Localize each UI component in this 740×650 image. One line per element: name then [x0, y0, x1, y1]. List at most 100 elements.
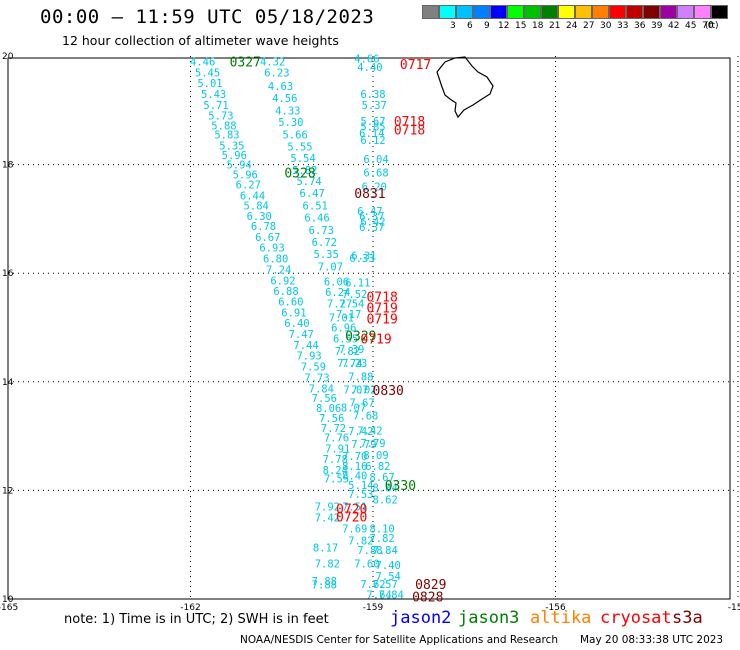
swh-value: 7.88 — [348, 371, 373, 383]
swh-value: 6.91 — [281, 307, 306, 319]
colorbar-swatch — [473, 5, 490, 19]
mission-jason2: jason2 — [390, 608, 452, 628]
colorbar-swatch — [677, 5, 694, 19]
colorbar-label: 9 — [484, 21, 490, 31]
y-tick-label: 10 — [2, 595, 14, 605]
colorbar-label: 21 — [549, 21, 561, 31]
colorbar-label: 18 — [532, 21, 544, 31]
map-title: 00:00 – 11:59 UTC 05/18/2023 — [40, 6, 375, 28]
pass-time-label: 0720 — [336, 510, 367, 525]
swh-value: 6.73 — [309, 225, 334, 237]
pass-time-label: 0719 — [366, 301, 397, 316]
swh-value: 8.67 — [369, 472, 394, 484]
swh-value: 7.82 — [348, 535, 373, 547]
swh-value: 7.82 — [315, 559, 340, 571]
swh-value: 7.42 — [357, 426, 382, 438]
swh-value: 6.14 — [359, 128, 384, 140]
swh-value: 7.39 — [339, 344, 364, 356]
swh-value: 7.69 — [342, 523, 367, 535]
pass-time-label: 0719 — [366, 312, 397, 327]
swh-value: 4.56 — [272, 93, 297, 105]
swh-value: 8.16 — [342, 461, 367, 473]
y-tick-label: 18 — [2, 161, 14, 171]
swh-value: 8.84 — [373, 483, 398, 495]
units-note: note: 1) Time is in UTC; 2) SWH is in fe… — [64, 612, 329, 627]
swh-labels: 4.465.455.015.435.715.735.885.835.355.96… — [190, 54, 404, 602]
swh-value: 5.37 — [362, 100, 387, 112]
swh-value: 4.46 — [190, 56, 215, 68]
swh-value: 6.24 — [325, 287, 350, 299]
swh-value: 7.07 — [318, 262, 343, 274]
swh-value: 8.62 — [373, 495, 398, 507]
colorbar-swatch — [643, 5, 660, 19]
swh-value: 5.54 — [290, 153, 315, 165]
y-tick-label: 12 — [2, 486, 13, 496]
pass-time-label: 0329 — [345, 330, 376, 345]
swh-value: 7.62 — [360, 579, 385, 591]
swh-value: 8.09 — [363, 450, 388, 462]
swh-value: 7.01 — [329, 313, 354, 325]
colorbar-swatch — [439, 5, 456, 19]
pass-time-label: 0830 — [373, 384, 404, 399]
swh-value: 5.45 — [195, 67, 220, 79]
colorbar-swatch — [592, 5, 609, 19]
pass-time-label: 0717 — [400, 58, 431, 73]
pass-time-label: 0719 — [360, 332, 391, 347]
pass-time-label: 0328 — [284, 167, 315, 182]
swh-value: 6.88 — [273, 286, 298, 298]
hawaii-island-outline — [436, 56, 494, 119]
y-tick-label: 16 — [2, 269, 14, 279]
colorbar-label: 15 — [515, 21, 527, 31]
swh-value: 6.92 — [270, 275, 295, 287]
swh-value: 6.12 — [360, 135, 385, 147]
colorbar-swatch — [626, 5, 643, 19]
swh-value: 5.82 — [292, 165, 317, 177]
swh-value: 5.43 — [201, 89, 226, 101]
swh-value: 5.94 — [227, 160, 252, 172]
swh-value: 5.88 — [211, 121, 236, 133]
swh-value: 6.60 — [278, 296, 303, 308]
swh-value: 8.40 — [342, 471, 367, 483]
generated-timestamp: May 20 08:33:38 UTC 2023 — [580, 634, 724, 646]
swh-value: 5.30 — [278, 117, 303, 129]
swh-value: 5.96 — [233, 169, 258, 181]
map-frame — [7, 57, 731, 600]
swh-value: 7.59 — [301, 362, 326, 374]
colorbar-label: 45 — [685, 21, 697, 31]
colorbar-label: 33 — [617, 21, 629, 31]
colorbar-swatch — [558, 5, 575, 19]
pass-time-label: 0829 — [415, 578, 446, 593]
swh-value: 6.20 — [362, 181, 387, 193]
colorbar-swatch — [507, 5, 524, 19]
swh-value: 7.82 — [369, 533, 394, 545]
pass-time-label: 0718 — [366, 291, 397, 306]
swh-value: 7.84 — [373, 545, 398, 557]
swh-value: 6.06 — [324, 276, 349, 288]
swh-value: 7.79 — [351, 439, 376, 451]
colorbar-swatch — [524, 5, 541, 19]
credit-text: NOAA/NESDIS Center for Satellite Applica… — [240, 634, 558, 646]
swh-value: 4.33 — [275, 105, 300, 117]
swh-value: 7.07 — [343, 384, 368, 396]
swh-value: 7.23 — [342, 358, 367, 370]
colorbar-label: 12 — [498, 21, 510, 31]
swh-value: 7.93 — [296, 351, 321, 363]
swh-value: 7.68 — [353, 410, 378, 422]
swh-value: 6.68 — [363, 168, 388, 180]
swh-value: 7.51 — [342, 502, 367, 514]
swh-value: 7.73 — [304, 372, 329, 384]
swh-value: 7.74 — [337, 358, 362, 370]
swh-value: 7.40 — [376, 560, 401, 572]
mission-altika: altika — [530, 608, 592, 628]
mission-cryosat: cryosat — [600, 608, 672, 628]
swh-value: 7.57 — [373, 579, 398, 591]
swh-value: 4.66 — [354, 54, 379, 66]
colorbar-swatch — [711, 5, 728, 19]
pass-time-label: 0327 — [230, 55, 261, 70]
swh-value: 6.51 — [303, 200, 328, 212]
swh-value: 5.14 — [348, 480, 373, 492]
swh-value: 8.24 — [323, 465, 348, 477]
swh-value: 5.71 — [203, 100, 228, 112]
colorbar-label: 24 — [566, 21, 578, 31]
